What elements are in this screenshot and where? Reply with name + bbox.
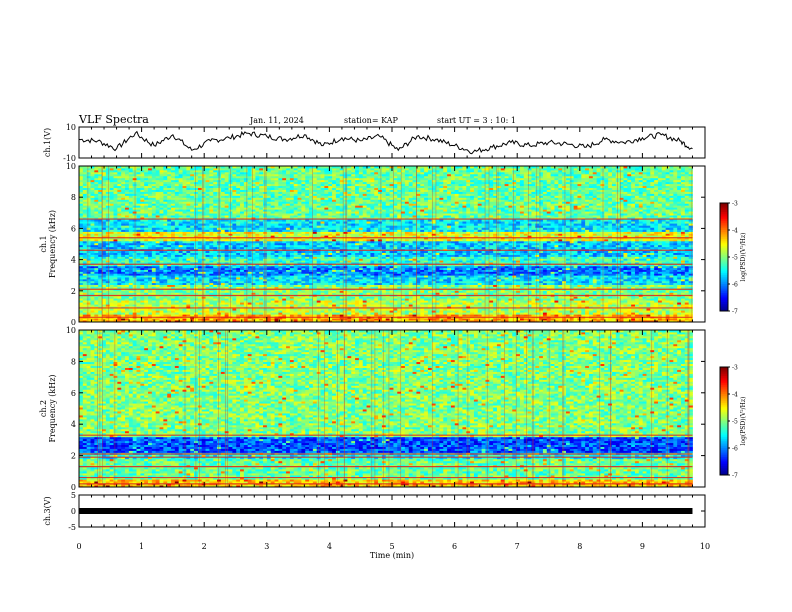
y-tick-label: 10 bbox=[66, 123, 76, 132]
station-label: station= KAP bbox=[344, 116, 399, 125]
vlf-figure: VLF Spectra Jan. 11, 2024 station= KAP s… bbox=[0, 0, 792, 612]
figure-title: VLF Spectra bbox=[78, 113, 149, 126]
start-time-label: start UT = 3 : 10: 1 bbox=[437, 116, 516, 125]
y-axis-label: ch.1(V) bbox=[43, 128, 52, 157]
date-label: Jan. 11, 2024 bbox=[249, 116, 304, 125]
ch1-waveform-line bbox=[79, 132, 693, 154]
